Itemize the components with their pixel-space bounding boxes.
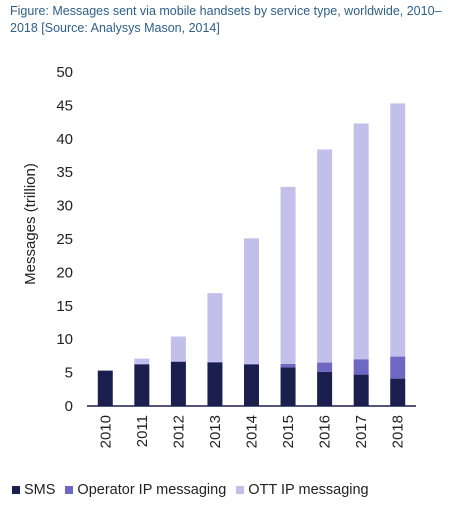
- x-tick-label: 2018: [390, 415, 407, 448]
- y-tick-label: 35: [56, 164, 73, 181]
- y-tick-label: 40: [56, 131, 73, 148]
- legend-swatch-sms: [12, 486, 20, 494]
- bar-segment: [317, 371, 333, 406]
- y-tick-label: 5: [65, 365, 73, 382]
- x-tick-label: 2013: [207, 415, 224, 448]
- bar-segment: [353, 123, 369, 360]
- x-tick-label: 2011: [134, 415, 151, 447]
- legend-label-sms: SMS: [24, 482, 56, 498]
- bar-segment: [390, 356, 406, 379]
- y-tick-label: 30: [56, 198, 73, 215]
- bar-segment: [390, 103, 406, 357]
- y-tick-label: 0: [65, 398, 73, 415]
- y-axis-title: Messages (trillion): [22, 163, 39, 285]
- bar-segment: [317, 362, 333, 372]
- y-axis-ticks: 0 5 10 15 20 25 30 35 40 45 50: [56, 64, 73, 415]
- legend-item-ott-ip: OTT IP messaging: [236, 482, 369, 498]
- bar-segment: [170, 361, 186, 362]
- x-tick-label: 2014: [244, 415, 261, 448]
- y-tick-label: 15: [56, 298, 73, 315]
- x-tick-label: 2012: [170, 415, 187, 448]
- bar-segment: [280, 367, 296, 406]
- bar-segment: [390, 378, 406, 406]
- legend-label-operator-ip: Operator IP messaging: [77, 482, 227, 498]
- x-tick-label: 2017: [353, 415, 370, 448]
- x-tick-label: 2015: [280, 415, 297, 448]
- bar-segment: [134, 363, 150, 365]
- y-tick-label: 25: [56, 231, 73, 248]
- bar-segment: [207, 362, 223, 406]
- bar-segment: [353, 374, 369, 406]
- legend: SMS Operator IP messaging OTT IP messagi…: [12, 482, 467, 498]
- legend-item-operator-ip: Operator IP messaging: [65, 482, 226, 498]
- y-tick-label: 20: [56, 264, 73, 281]
- x-tick-label: 2016: [317, 415, 334, 448]
- bar-segment: [244, 364, 259, 406]
- bar-segment: [244, 363, 259, 365]
- bar-segment: [134, 358, 150, 364]
- y-tick-label: 10: [56, 331, 73, 348]
- bar-segment: [244, 238, 259, 364]
- legend-swatch-ott-ip: [236, 486, 245, 494]
- bar-segment: [207, 293, 223, 362]
- bar-segment: [353, 359, 369, 375]
- x-axis-ticks: 2010 2011 2012 2013 2014 2015 2016 2017 2018: [97, 415, 406, 448]
- legend-swatch-operator-ip: [65, 486, 74, 494]
- bar-segment: [97, 370, 113, 406]
- bar-segment: [317, 149, 333, 363]
- y-tick-label: 45: [56, 97, 73, 114]
- y-tick-label: 50: [56, 64, 73, 81]
- bar-segment: [170, 336, 186, 362]
- bar-segment: [280, 186, 296, 364]
- bar-segment: [170, 361, 186, 406]
- bar-segment: [207, 361, 223, 363]
- x-tick-label: 2010: [97, 415, 114, 448]
- bars-group: [97, 103, 406, 406]
- legend-label-ott-ip: OTT IP messaging: [248, 482, 369, 498]
- figure-title: Figure: Messages sent via mobile handset…: [10, 4, 442, 35]
- legend-item-sms: SMS: [12, 482, 55, 498]
- bar-segment: [280, 363, 296, 368]
- bar-segment: [134, 364, 150, 406]
